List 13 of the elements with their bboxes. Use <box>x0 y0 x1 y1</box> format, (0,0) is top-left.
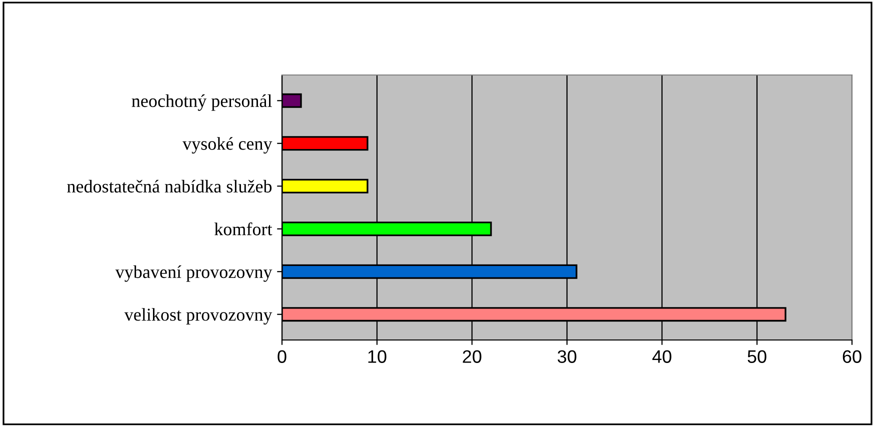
y-tick-label: nedostatečná nabídka služeb <box>67 180 272 193</box>
x-tick-label: 50 <box>748 350 766 363</box>
y-tick-label: vybavení provozovny <box>115 265 272 282</box>
x-tick-label: 60 <box>842 350 862 363</box>
x-tick-label: 30 <box>558 350 576 363</box>
x-tick-label: 20 <box>462 350 482 363</box>
x-tick-label: 10 <box>368 350 386 363</box>
x-tick-label: 0 <box>278 350 286 363</box>
y-tick-label: velikost provozovny <box>124 308 272 325</box>
y-tick-label: neochotný personál <box>132 94 272 111</box>
y-tick-label: vysoké ceny <box>182 137 272 154</box>
x-tick-label: 40 <box>652 350 672 363</box>
y-tick-label: komfort <box>214 222 272 236</box>
